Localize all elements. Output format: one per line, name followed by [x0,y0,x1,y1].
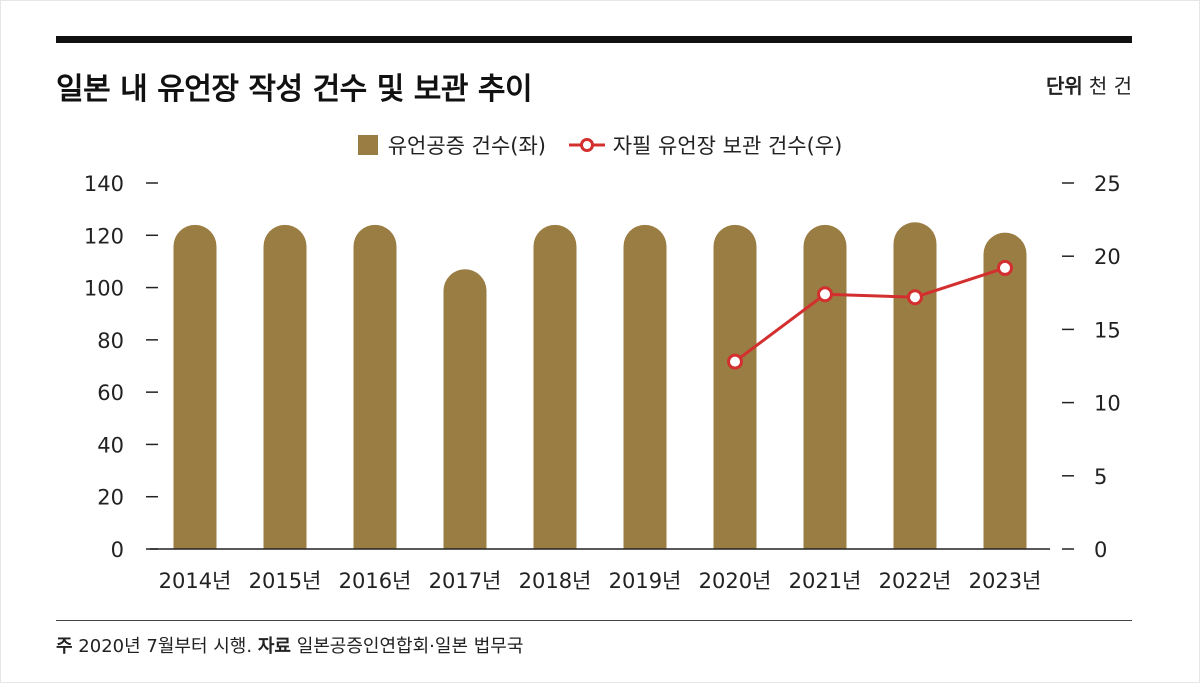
left-tick-label: 60 [97,381,124,405]
bar-2019년 [623,224,667,550]
x-tick-label: 2020년 [699,569,772,593]
x-tick-label: 2022년 [879,569,952,593]
x-tick-label: 2018년 [519,569,592,593]
line-point-2021년 [817,286,833,303]
legend-item-line: 자필 유언장 보관 건수(우) [568,130,843,160]
bar-2017년 [443,269,487,549]
left-tick-label: 120 [84,224,124,248]
unit-label: 단위 천 건 [1046,70,1132,99]
bar-2014년 [173,224,217,550]
line-path [734,266,1006,363]
legend-item-bar: 유언공증 건수(좌) [357,130,546,160]
x-tick-label: 2016년 [339,569,412,593]
right-tick-label: 15 [1094,318,1121,342]
bar-2022년 [893,222,937,549]
line-point-2020년 [727,353,743,370]
x-tick-label: 2017년 [429,569,502,593]
chart-title: 일본 내 유언장 작성 건수 및 보관 추이 [56,72,533,107]
x-tick-label: 2014년 [159,569,232,593]
unit-label-key: 단위 [1046,74,1083,98]
note-label: 주 [56,636,73,657]
right-tick-label: 5 [1094,465,1107,489]
x-tick-label: 2019년 [609,569,682,593]
bar-2021년 [803,224,847,550]
left-tick-label: 100 [84,277,124,301]
bottom-rule [56,620,1132,621]
x-tick-label: 2015년 [249,569,322,593]
right-tick-label: 0 [1094,538,1107,562]
bar-2023년 [983,232,1027,549]
left-tick-label: 80 [97,329,124,353]
note-text: 2020년 7월부터 시행. [78,636,253,657]
legend: 유언공증 건수(좌) 자필 유언장 보관 건수(우) [0,130,1200,160]
left-tick-label: 20 [97,486,124,510]
source-text: 일본공증인연합회·일본 법무국 [296,636,524,657]
unit-label-value: 천 건 [1088,74,1132,98]
line-point-2022년 [907,289,923,306]
bar-2016년 [353,224,397,550]
x-axis: 2014년 2015년 2016년 2017년 2018년 2019년 2020년 2021년… [159,569,1042,593]
right-axis: 0 5 10 15 20 25 [1062,172,1121,562]
bar-2015년 [263,224,307,550]
source-label: 자료 [257,636,291,657]
legend-line-label: 자필 유언장 보관 건수(우) [612,134,843,158]
top-rule [56,36,1132,43]
left-tick-label: 0 [111,538,124,562]
left-axis: 0 20 40 60 80 100 120 140 [84,172,158,562]
x-tick-label: 2021년 [789,569,862,593]
right-tick-label: 20 [1094,245,1121,269]
right-tick-label: 10 [1094,392,1121,416]
right-tick-label: 25 [1094,172,1121,196]
left-tick-label: 40 [97,433,124,457]
line-point-2023년 [997,259,1013,276]
legend-line-swatch [568,138,605,152]
left-tick-label: 140 [84,172,124,196]
legend-bar-swatch [357,135,378,155]
bar-series [173,222,1027,550]
bar-2018년 [533,224,577,550]
footnote: 주 2020년 7월부터 시행. 자료 일본공증인연합회·일본 법무국 [56,632,523,658]
bar-2020년 [713,224,757,550]
line-series [727,259,1013,370]
legend-bar-label: 유언공증 건수(좌) [387,134,546,158]
x-tick-label: 2023년 [969,569,1042,593]
